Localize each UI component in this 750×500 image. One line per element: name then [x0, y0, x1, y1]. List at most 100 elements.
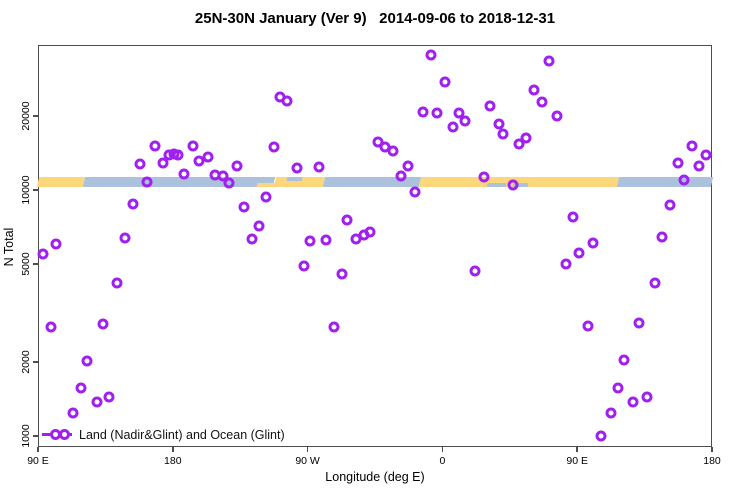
data-point	[678, 174, 690, 186]
y-tick-mark	[33, 263, 38, 265]
data-point	[50, 238, 62, 250]
y-tick-label: 2000	[20, 350, 32, 374]
data-point	[459, 115, 471, 127]
band-patch-ocean	[486, 182, 508, 187]
data-point	[178, 168, 190, 180]
data-point	[656, 231, 668, 243]
data-point	[595, 430, 607, 442]
data-point	[409, 186, 421, 198]
data-point	[313, 161, 325, 173]
data-point	[328, 321, 340, 333]
y-tick-label: 5000	[20, 252, 32, 276]
y-tick-label: 20000	[20, 101, 32, 131]
x-tick-mark	[306, 447, 309, 452]
data-point	[304, 235, 316, 247]
data-point	[103, 391, 115, 403]
data-point	[693, 160, 705, 171]
data-point	[664, 199, 676, 211]
data-point	[453, 107, 465, 119]
x-axis-label: Longitude (deg E)	[325, 470, 425, 484]
data-point	[425, 49, 437, 61]
data-point	[493, 118, 505, 130]
y-tick-label: 1000	[20, 424, 32, 448]
data-point	[417, 106, 429, 118]
data-point	[587, 237, 599, 249]
data-point	[469, 265, 481, 277]
x-tick-label: 90 E	[27, 455, 49, 467]
data-point	[478, 171, 490, 183]
y-tick-mark	[33, 115, 38, 117]
plot-area	[38, 45, 712, 447]
data-point	[67, 407, 79, 419]
x-tick-label: 0	[439, 455, 446, 467]
data-point	[672, 157, 684, 169]
data-point	[202, 151, 214, 163]
data-point	[551, 110, 563, 122]
legend-marker	[42, 429, 72, 441]
data-point	[111, 277, 123, 289]
data-point	[141, 176, 153, 188]
data-point	[627, 396, 639, 408]
data-point	[649, 277, 661, 289]
data-point	[217, 170, 229, 182]
data-point	[45, 321, 57, 333]
x-tick-label: 180	[164, 455, 182, 467]
data-point	[560, 258, 572, 270]
y-tick-mark	[33, 435, 38, 437]
data-point	[253, 220, 265, 232]
x-tick-label: 90 E	[566, 455, 588, 467]
y-tick-mark	[33, 361, 38, 363]
data-point	[246, 233, 258, 245]
data-point	[187, 140, 199, 151]
data-point	[686, 140, 698, 152]
data-point	[567, 211, 579, 223]
band-segment-land	[36, 177, 86, 187]
x-tick-label: 90 W	[295, 455, 320, 467]
data-point	[447, 121, 459, 133]
data-point	[573, 247, 585, 259]
data-point	[127, 198, 139, 210]
data-point	[439, 76, 451, 88]
data-point	[507, 179, 519, 191]
x-tick-mark	[172, 447, 174, 452]
data-point	[528, 84, 540, 96]
data-point	[81, 355, 93, 367]
x-tick-mark	[711, 447, 713, 452]
data-point	[341, 214, 353, 226]
legend-label: Land (Nadir&Glint) and Ocean (Glint)	[79, 427, 285, 442]
data-point	[238, 201, 250, 213]
data-point	[37, 248, 49, 260]
data-point	[543, 55, 555, 67]
data-point	[336, 268, 348, 280]
x-tick-label: 180	[703, 455, 721, 467]
chart-title: 25N-30N January (Ver 9) 2014-09-06 to 20…	[194, 10, 556, 27]
data-point	[97, 318, 109, 330]
band-patch-ocean	[286, 177, 303, 182]
data-point	[536, 96, 548, 108]
data-point	[700, 149, 712, 161]
x-tick-mark	[37, 447, 39, 452]
x-tick-mark	[576, 447, 578, 452]
y-axis-label: N Total	[2, 227, 16, 267]
data-point	[497, 128, 509, 140]
data-point	[605, 407, 617, 419]
y-tick-label: 10000	[20, 175, 32, 205]
data-point	[641, 391, 653, 403]
y-tick-mark	[33, 189, 38, 191]
data-point	[157, 157, 169, 169]
data-point	[260, 191, 272, 203]
data-point	[513, 138, 525, 150]
data-point	[364, 226, 376, 238]
data-point	[402, 160, 414, 171]
data-point	[231, 160, 243, 172]
x-tick-mark	[441, 447, 444, 452]
data-point	[91, 396, 103, 408]
data-point	[387, 145, 399, 157]
data-point	[193, 155, 205, 167]
data-point	[119, 232, 131, 244]
band-patch-land	[256, 182, 276, 187]
data-point	[520, 132, 532, 144]
data-point	[268, 141, 280, 153]
data-point	[612, 382, 624, 394]
